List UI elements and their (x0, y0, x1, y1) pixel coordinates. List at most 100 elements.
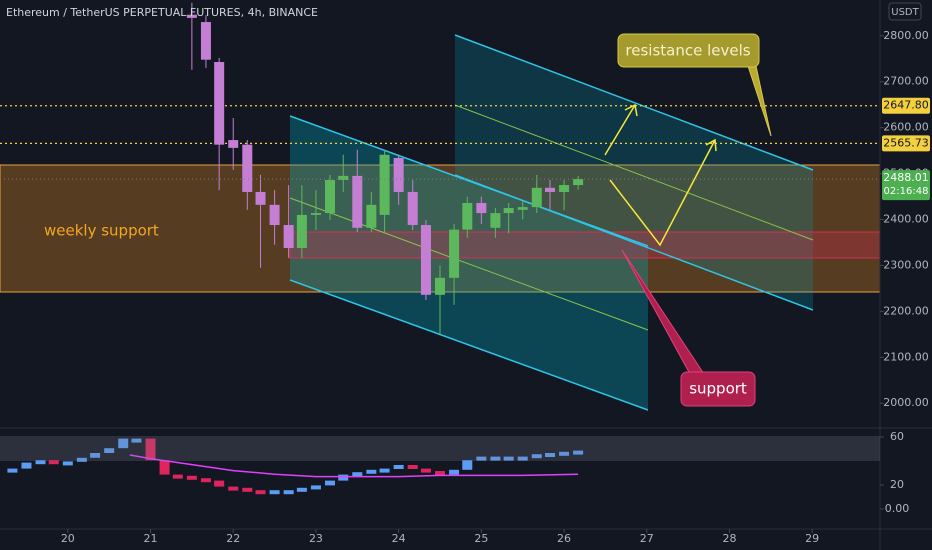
indicator-box (407, 465, 418, 469)
candle-body (283, 225, 294, 248)
y-tick-label: 2400.00 (883, 213, 929, 226)
candle-body (296, 214, 307, 248)
annotation-text: support (689, 380, 747, 398)
indicator-box (352, 472, 363, 477)
channel-median (289, 197, 649, 331)
candle-body (449, 229, 460, 278)
support-zone (289, 231, 881, 259)
y-tick-label: 2800.00 (883, 29, 929, 42)
y-tick-label: 2300.00 (883, 258, 929, 271)
indicator-box (476, 456, 487, 461)
indicator-box (573, 450, 584, 455)
last-price-label: 2488.01 (883, 171, 929, 184)
x-tick-label: 20 (61, 532, 75, 545)
indicator-box (228, 486, 239, 491)
indicator-box (255, 490, 266, 495)
callout-box (680, 371, 756, 407)
last-price-box (882, 170, 930, 201)
annotations: resistance levels support weekly support (44, 33, 772, 407)
arrow-head (705, 138, 717, 152)
indicator-box (379, 468, 390, 473)
indicator-box (35, 460, 46, 465)
indicator-box (517, 456, 528, 461)
candle-body (352, 175, 363, 228)
candle-body (255, 191, 266, 205)
candle-body (214, 61, 225, 145)
candle-body (559, 185, 570, 192)
indicator-box (490, 456, 501, 461)
candle-body (242, 144, 253, 192)
marks (0, 2, 880, 495)
x-tick-label: 26 (557, 532, 571, 545)
indicator-box (531, 454, 542, 459)
indicator-box (325, 480, 335, 486)
indicator-box (186, 475, 197, 480)
x-tick-label: 21 (144, 532, 158, 545)
indicator-box (296, 487, 307, 492)
candle-body (310, 213, 321, 215)
annotation-text: weekly support (44, 222, 159, 240)
candle-body (476, 202, 487, 214)
candle-body (379, 154, 390, 215)
indicator-tick-label: 60 (890, 430, 904, 443)
indicator-box (214, 480, 225, 487)
indicator-box (269, 490, 280, 495)
candle-body (393, 157, 404, 192)
indicator-box (435, 471, 445, 475)
indicator-box (7, 468, 18, 473)
arrow-head (624, 103, 638, 117)
candle-body (420, 225, 431, 295)
x-tick-label: 22 (226, 532, 240, 545)
candle-body (228, 140, 239, 148)
candle-body (573, 179, 584, 186)
indicator-box (242, 487, 253, 492)
indicator-box (283, 490, 294, 495)
price-label: 2647.80 (883, 99, 929, 112)
axes: 2000.002100.002200.002300.002400.002500.… (61, 29, 930, 545)
indicator-box (145, 438, 156, 461)
indicator-box (118, 438, 129, 449)
indicator-box (90, 453, 101, 458)
candle-body (200, 22, 211, 60)
indicator-box (559, 451, 570, 456)
countdown-label: 02:16:48 (884, 186, 929, 197)
candle-body (503, 208, 514, 214)
y-tick-label: 2100.00 (883, 350, 929, 363)
y-tick-label: 2600.00 (883, 121, 929, 134)
candle-body (435, 277, 445, 295)
x-tick-label: 25 (474, 532, 488, 545)
price-label: 2565.73 (883, 136, 929, 149)
x-tick-label: 27 (640, 532, 654, 545)
price-label-box (882, 97, 930, 114)
candle-body (407, 191, 418, 226)
indicator-box (62, 461, 73, 466)
indicator-box (462, 460, 473, 470)
indicator-tick-label: 20 (890, 478, 904, 491)
indicator-box (200, 478, 211, 483)
indicator-box (131, 438, 142, 443)
indicator-box (393, 465, 404, 469)
indicator-box (48, 460, 59, 465)
indicator-box (449, 469, 460, 475)
candle-body (462, 202, 473, 230)
candle-body (531, 187, 542, 208)
currency-label: USDT (891, 7, 919, 18)
annotation-text: resistance levels (625, 42, 750, 60)
x-tick-label: 28 (722, 532, 736, 545)
candle-body (186, 14, 197, 18)
indicator-box (21, 462, 32, 469)
candle-body (338, 175, 349, 181)
indicator-box (310, 485, 321, 490)
x-tick-label: 24 (392, 532, 406, 545)
price-label-box (882, 135, 930, 152)
y-tick-label: 2700.00 (883, 75, 929, 88)
callout-box (617, 33, 760, 68)
currency-box (888, 2, 922, 21)
channel-line (454, 34, 814, 171)
channel-fill (290, 116, 648, 410)
x-tick-label: 29 (805, 532, 819, 545)
indicator-box (172, 474, 183, 479)
